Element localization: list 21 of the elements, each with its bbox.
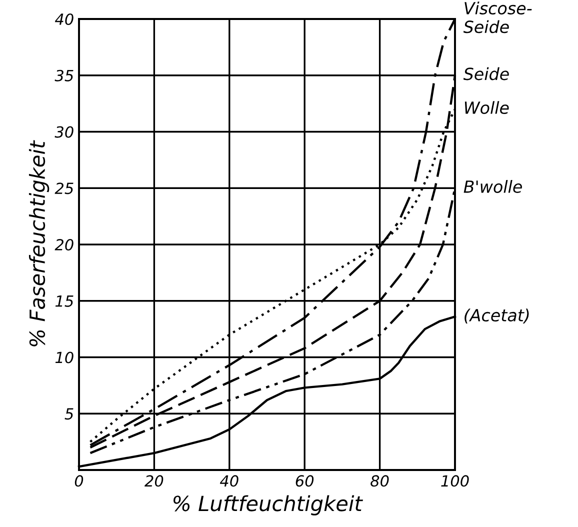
series-label: Seide [463, 67, 509, 80]
x-tick-label: 100 [441, 475, 469, 487]
y-tick-label: 25 [54, 182, 74, 194]
y-tick-label: 20 [54, 238, 74, 251]
series-label: Viscose- Seide [463, 2, 532, 34]
y-tick-label: 35 [54, 70, 74, 82]
y-tick-label: 5 [64, 408, 74, 420]
series-label: Wolle [464, 101, 509, 114]
series-label: (Acetat) [464, 308, 529, 324]
x-tick-label: 0 [74, 475, 84, 487]
y-axis-title: % Faserfeuchtigkeit [28, 140, 50, 346]
y-tick-label: 10 [55, 352, 74, 364]
x-tick-label: 60 [296, 475, 314, 487]
x-axis-title: % Luftfeuchtigkeit [174, 495, 364, 516]
x-tick-label: 80 [370, 475, 389, 487]
x-tick-label: 20 [144, 475, 164, 487]
y-tick-label: 40 [54, 13, 74, 26]
x-tick-label: 40 [220, 475, 238, 487]
y-tick-label: 15 [55, 296, 74, 307]
y-tick-label: 30 [54, 126, 74, 138]
series-label: B'wolle [464, 180, 522, 193]
